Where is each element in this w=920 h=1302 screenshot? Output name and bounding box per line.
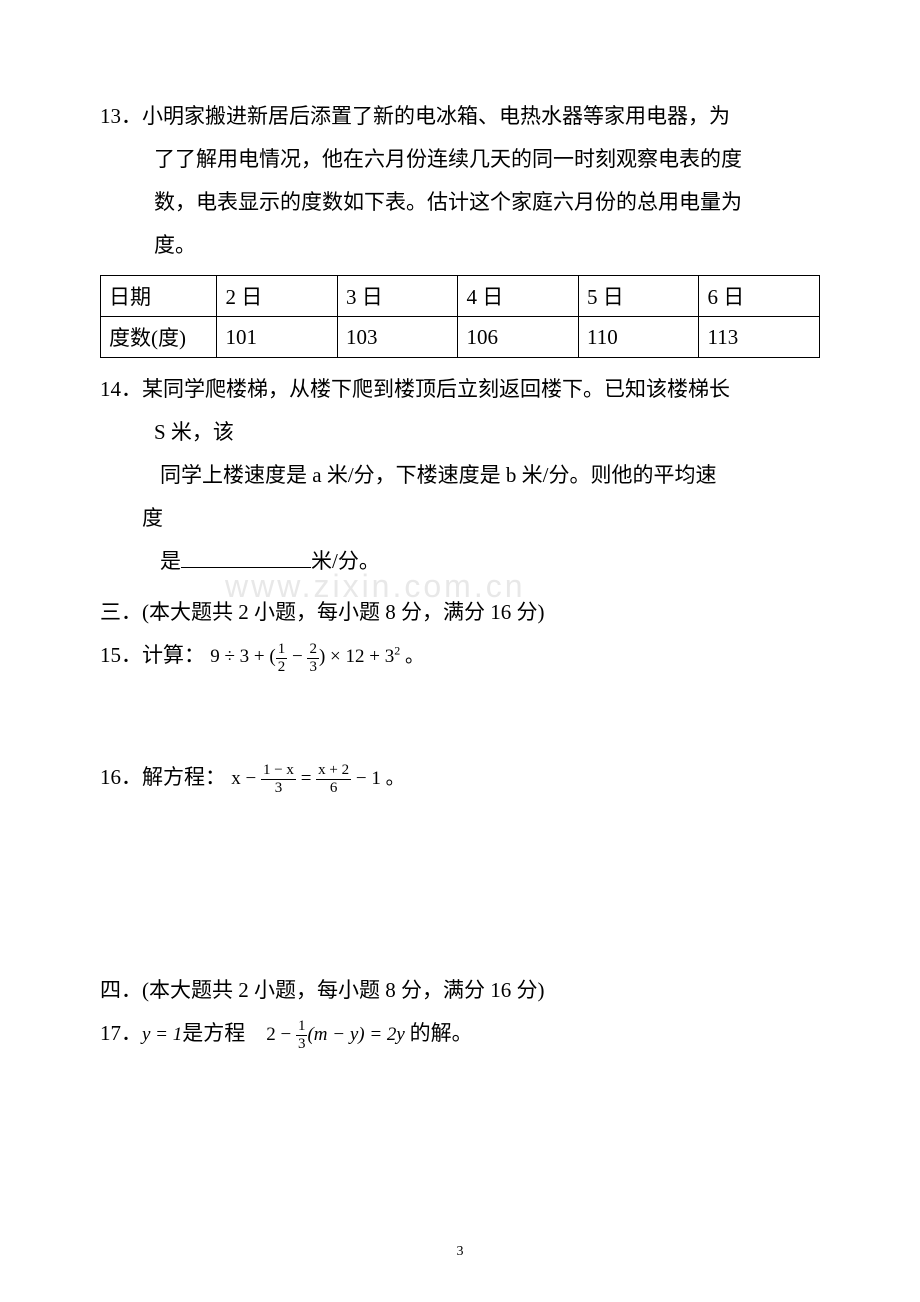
problem-17-line: 17．y = 1是方程 2 − 13(m − y) = 2y 的解。 (100, 1012, 820, 1055)
problem-14-line2: S 米，该 (100, 411, 820, 454)
table-header-cell: 4 日 (458, 276, 579, 317)
problem-14-number: 14． (100, 377, 142, 401)
denominator: 3 (296, 1036, 308, 1052)
problem-13-number: 13． (100, 104, 142, 128)
numerator: 1 (276, 642, 288, 659)
problem-14-text1: 某同学爬楼梯，从楼下爬到楼顶后立刻返回楼下。已知该楼梯长 (142, 377, 730, 401)
spacer (100, 807, 820, 967)
problem-16-line: 16．解方程： x − 1 − x3 = x + 26 − 1 。 (100, 756, 820, 799)
expr-part: 2 − (266, 1024, 296, 1045)
problem-14-suffix: 米/分。 (311, 549, 380, 573)
page-content: 13．小明家搬进新居后添置了新的电冰箱、电热水器等家用电器，为 了了解用电情况，… (100, 95, 820, 1055)
table-header-cell: 6 日 (699, 276, 820, 317)
problem-13-line1: 13．小明家搬进新居后添置了新的电冰箱、电热水器等家用电器，为 (100, 95, 820, 138)
problem-17: 17．y = 1是方程 2 − 13(m − y) = 2y 的解。 (100, 1012, 820, 1055)
table-data-cell: 101 (217, 317, 338, 358)
problem-15-expression: 9 ÷ 3 + (12 − 23) × 12 + 32 。 (210, 646, 424, 667)
problem-17-expression: 2 − 13(m − y) = 2y (266, 1024, 409, 1045)
section-4-header: 四．(本大题共 2 小题，每小题 8 分，满分 16 分) (100, 969, 820, 1012)
problem-14-prefix: 是 (160, 549, 181, 573)
expr-period: 。 (381, 768, 405, 789)
expr-part: 9 ÷ 3 + ( (210, 646, 275, 667)
problem-13-text1: 小明家搬进新居后添置了新的电冰箱、电热水器等家用电器，为 (142, 104, 730, 128)
expr-period: 。 (400, 646, 424, 667)
expr-part: = (296, 768, 316, 789)
problem-14-line1: 14．某同学爬楼梯，从楼下爬到楼顶后立刻返回楼下。已知该楼梯长 (100, 368, 820, 411)
problem-13-line4: 度。 (100, 224, 820, 267)
table-data-row: 度数(度) 101 103 106 110 113 (101, 317, 820, 358)
table-data-cell: 106 (458, 317, 579, 358)
numerator: x + 2 (316, 763, 351, 780)
electricity-table: 日期 2 日 3 日 4 日 5 日 6 日 度数(度) 101 103 106… (100, 275, 820, 358)
problem-17-number: 17． (100, 1021, 142, 1045)
problem-15-line: 15．计算： 9 ÷ 3 + (12 − 23) × 12 + 32 。 (100, 634, 820, 677)
blank-answer-line (181, 567, 311, 568)
problem-15-number: 15． (100, 643, 142, 667)
table-data-cell: 110 (578, 317, 699, 358)
numerator: 2 (307, 642, 319, 659)
expr-part: ) × 12 + 3 (319, 646, 394, 667)
problem-14: 14．某同学爬楼梯，从楼下爬到楼顶后立刻返回楼下。已知该楼梯长 S 米，该 同学… (100, 368, 820, 583)
table-header-cell: 2 日 (217, 276, 338, 317)
problem-14-line5: 是 米/分。 (100, 540, 820, 583)
problem-16-label: 解方程： (142, 765, 226, 789)
table-header-cell: 3 日 (337, 276, 458, 317)
expr-part: − 1 (351, 768, 381, 789)
table-row-label: 度数(度) (101, 317, 217, 358)
problem-17-label2: 的解。 (410, 1021, 473, 1045)
table-data-cell: 113 (699, 317, 820, 358)
problem-13: 13．小明家搬进新居后添置了新的电冰箱、电热水器等家用电器，为 了了解用电情况，… (100, 95, 820, 267)
problem-16-expression: x − 1 − x3 = x + 26 − 1 。 (231, 768, 404, 789)
section-3-header: 三．(本大题共 2 小题，每小题 8 分，满分 16 分) (100, 591, 820, 634)
numerator: 1 (296, 1019, 308, 1036)
expr-part: x − (231, 768, 261, 789)
problem-14-line4: 度 (100, 497, 820, 540)
problem-15: 15．计算： 9 ÷ 3 + (12 − 23) × 12 + 32 。 (100, 634, 820, 677)
problem-16-number: 16． (100, 765, 142, 789)
denominator: 3 (307, 659, 319, 675)
problem-13-line3: 数，电表显示的度数如下表。估计这个家庭六月份的总用电量为 (100, 181, 820, 224)
fraction: 13 (296, 1019, 308, 1052)
denominator: 3 (261, 780, 296, 796)
problem-13-line2: 了了解用电情况，他在六月份连续几天的同一时刻观察电表的度 (100, 138, 820, 181)
expr-part: (m − y) = 2y (307, 1024, 404, 1045)
expr-y: y = 1 (142, 1024, 182, 1045)
problem-14-line3: 同学上楼速度是 a 米/分，下楼速度是 b 米/分。则他的平均速 (100, 454, 820, 497)
spacer (100, 686, 820, 756)
denominator: 6 (316, 780, 351, 796)
table-header-cell: 日期 (101, 276, 217, 317)
page-number: 3 (0, 1244, 920, 1260)
problem-16: 16．解方程： x − 1 − x3 = x + 26 − 1 。 (100, 756, 820, 799)
table-header-cell: 5 日 (578, 276, 699, 317)
expr-part: − (287, 646, 307, 667)
fraction: 1 − x3 (261, 763, 296, 796)
fraction: x + 26 (316, 763, 351, 796)
numerator: 1 − x (261, 763, 296, 780)
fraction: 12 (276, 642, 288, 675)
denominator: 2 (276, 659, 288, 675)
problem-15-label: 计算： (142, 643, 205, 667)
table-header-row: 日期 2 日 3 日 4 日 5 日 6 日 (101, 276, 820, 317)
table-data-cell: 103 (337, 317, 458, 358)
fraction: 23 (307, 642, 319, 675)
problem-17-label: 是方程 (182, 1021, 245, 1045)
